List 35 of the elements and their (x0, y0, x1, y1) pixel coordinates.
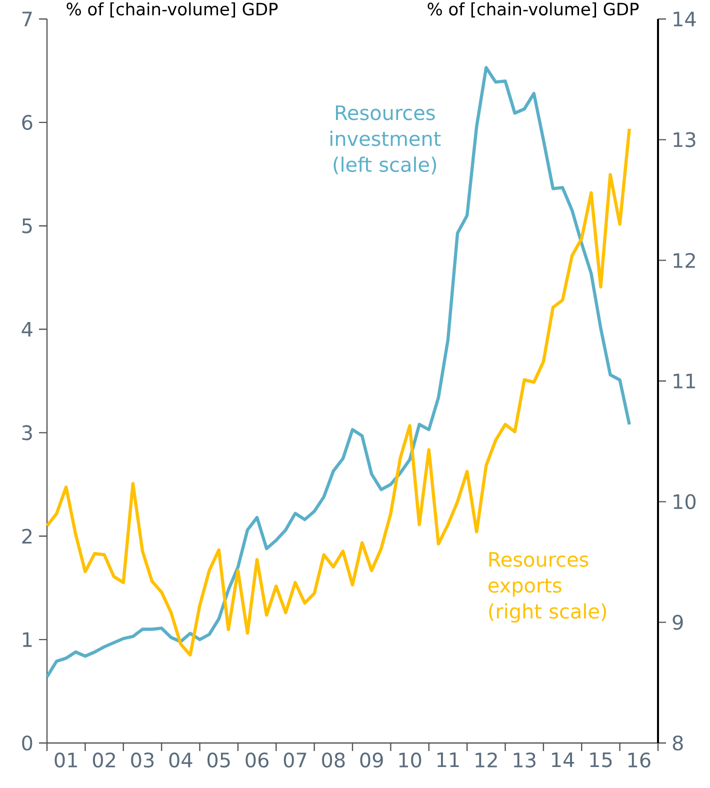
x-tick-label: 16 (628, 752, 650, 768)
x-tick-label: 15 (590, 752, 612, 768)
series-label: Resources investment (left scale) (330, 105, 441, 174)
y-tick-label: 3 (22, 425, 32, 440)
y2-tick-label: 8 (672, 735, 683, 751)
x-tick-label: 06 (246, 752, 268, 768)
x-tick-label: 02 (92, 752, 115, 768)
x-tick-label: 10 (399, 752, 422, 768)
x-tick-label: 01 (54, 752, 77, 768)
y2-tick-label: 12 (674, 252, 695, 268)
x-tick-label: 08 (322, 752, 345, 768)
y-tick-label: 4 (22, 322, 32, 337)
x-tick-label: 13 (514, 752, 536, 768)
x-tick-label: 12 (476, 752, 497, 768)
y2-tick-label: 11 (674, 374, 696, 388)
y-tick-label: 6 (22, 114, 32, 130)
series-label: Resources exports (right scale) (488, 552, 606, 623)
x-tick-label: 04 (169, 752, 192, 768)
y2-tick-label: 10 (674, 494, 696, 510)
y-tick-label: 5 (22, 218, 32, 234)
x-tick-label: 03 (131, 752, 154, 768)
y-axis-title: % of [chain-volume] GDP (66, 2, 278, 18)
y2-tick-label: 9 (672, 614, 683, 630)
y-tick-label: 1 (22, 632, 32, 647)
y-tick-label: 2 (22, 528, 32, 544)
x-tick-label: 11 (437, 752, 459, 768)
x-tick-label: 07 (284, 752, 306, 768)
y2-tick-label: 13 (674, 132, 696, 148)
y-tick-label: 0 (22, 735, 32, 751)
y2-axis-title: % of [chain-volume] GDP (428, 2, 639, 18)
x-tick-label: 14 (552, 752, 574, 768)
x-tick-label: 05 (207, 752, 230, 768)
y2-tick-label: 14 (674, 12, 696, 26)
x-tick-label: 09 (360, 752, 383, 768)
y-tick-label: 7 (22, 12, 32, 26)
